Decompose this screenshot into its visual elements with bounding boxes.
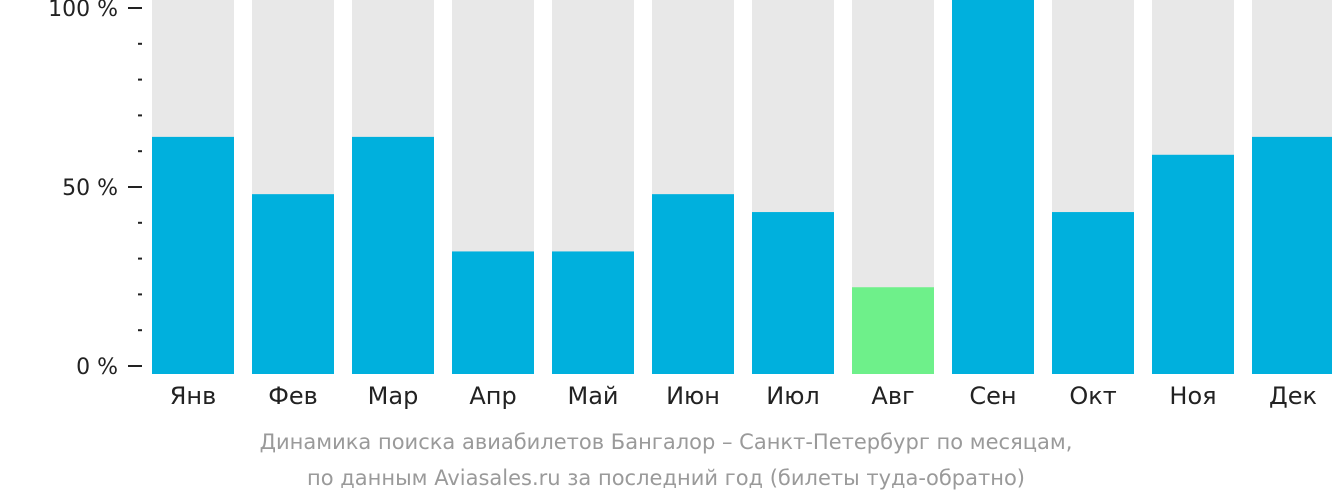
bar-0	[152, 136, 234, 374]
x-tick-label: Окт	[1069, 382, 1116, 410]
bar-11	[1252, 136, 1332, 374]
y-tick-label: 100 %	[48, 0, 118, 22]
bar-8	[952, 0, 1034, 374]
bar-2	[352, 136, 434, 374]
y-tick-label: 50 %	[62, 176, 118, 201]
chart-caption-line-1: Динамика поиска авиабилетов Бангалор – С…	[259, 430, 1073, 454]
x-tick-label: Сен	[969, 382, 1016, 410]
bar-5	[652, 194, 734, 374]
x-tick-label: Ноя	[1169, 382, 1216, 410]
bar-9	[1052, 212, 1134, 374]
y-axis: 0 % 50 % 100 %	[48, 0, 142, 380]
bar-chart: 0 % 50 % 100 % Янв Фев Мар Апр Май Июн Июл Авг Сен…	[48, 0, 1332, 410]
x-tick-label: Авг	[871, 382, 914, 410]
bar-3	[452, 251, 534, 374]
bars	[152, 0, 1332, 374]
chart-caption-line-2: по данным Aviasales.ru за последний год …	[307, 466, 1025, 490]
x-tick-label: Фев	[268, 382, 318, 410]
y-tick-label: 0 %	[76, 355, 118, 380]
x-tick-label: Дек	[1269, 382, 1317, 410]
x-tick-label: Май	[567, 382, 618, 410]
bar-6	[752, 212, 834, 374]
bar-7	[852, 287, 934, 374]
bar-4	[552, 251, 634, 374]
x-tick-label: Мар	[368, 382, 419, 410]
x-tick-label: Июн	[666, 382, 720, 410]
x-axis-labels: Янв Фев Мар Апр Май Июн Июл Авг Сен Окт Ноя Дек	[170, 382, 1317, 410]
x-tick-label: Янв	[170, 382, 217, 410]
x-tick-label: Апр	[469, 382, 516, 410]
x-tick-label: Июл	[766, 382, 820, 410]
bar-10	[1152, 154, 1234, 374]
bar-1	[252, 194, 334, 374]
